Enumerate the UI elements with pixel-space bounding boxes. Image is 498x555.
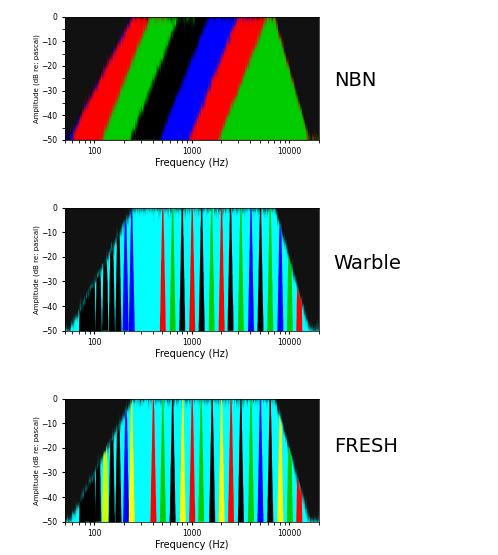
Text: Warble: Warble xyxy=(334,254,401,273)
X-axis label: Frequency (Hz): Frequency (Hz) xyxy=(155,349,229,359)
Y-axis label: Amplitude (dB re: pascal): Amplitude (dB re: pascal) xyxy=(33,34,39,123)
X-axis label: Frequency (Hz): Frequency (Hz) xyxy=(155,539,229,550)
Y-axis label: Amplitude (dB re: pascal): Amplitude (dB re: pascal) xyxy=(33,416,39,504)
Text: FRESH: FRESH xyxy=(334,437,397,456)
Text: NBN: NBN xyxy=(334,71,376,90)
Y-axis label: Amplitude (dB re: pascal): Amplitude (dB re: pascal) xyxy=(33,225,39,314)
X-axis label: Frequency (Hz): Frequency (Hz) xyxy=(155,158,229,168)
